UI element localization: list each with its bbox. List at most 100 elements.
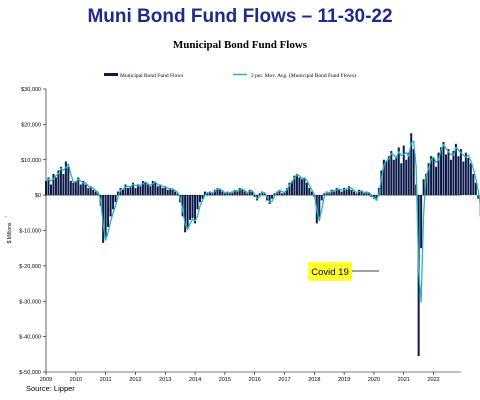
x-tick-label: 2012 — [129, 377, 141, 383]
bar — [263, 193, 266, 196]
bar — [422, 179, 425, 196]
bar — [293, 175, 296, 196]
covid-callout: Covid 19 — [308, 262, 379, 281]
bar — [206, 193, 209, 196]
bar — [57, 170, 60, 196]
bar — [72, 182, 75, 196]
bar — [298, 177, 301, 196]
bar — [92, 189, 95, 196]
bar — [397, 147, 400, 196]
bar — [144, 182, 147, 196]
bar — [390, 150, 393, 196]
bar — [159, 184, 162, 196]
bar — [459, 149, 462, 196]
bar — [233, 189, 236, 196]
bar — [387, 156, 390, 196]
bar — [442, 142, 445, 196]
bar — [79, 184, 82, 196]
moving-average-series — [45, 140, 480, 303]
bar — [164, 186, 167, 196]
x-axis: 2009 2010 2011 2012 2013 2014 2015 2016 2017 2018… — [40, 372, 440, 383]
bar — [420, 195, 423, 249]
bar — [181, 195, 184, 217]
bar — [199, 195, 202, 203]
bar — [161, 188, 164, 196]
bar — [174, 191, 177, 196]
legend-label-bars: Municipal Bond Fund Flows — [120, 73, 183, 79]
moving-average-line — [45, 140, 480, 303]
bar — [208, 191, 211, 196]
bar — [258, 193, 261, 196]
bar — [223, 193, 226, 196]
bar — [169, 188, 172, 196]
x-tick-label: 2019 — [338, 377, 350, 383]
bar — [288, 182, 291, 196]
bar — [435, 166, 438, 196]
bar — [328, 193, 331, 196]
y-axis: $30,000 $20,000 $10,000 $0 $-10,000 $-20,000 $… — [19, 87, 46, 376]
bar — [226, 191, 229, 196]
bar — [139, 186, 142, 196]
bar — [62, 173, 65, 196]
bar — [231, 191, 234, 196]
bar — [228, 193, 231, 196]
bar — [191, 195, 194, 219]
bar — [171, 189, 174, 196]
x-tick-label: 2020 — [368, 377, 380, 383]
bar — [186, 195, 189, 227]
x-tick-label: 2018 — [308, 377, 320, 383]
bar — [69, 180, 72, 196]
bar — [345, 189, 348, 196]
bar — [136, 184, 139, 196]
bar — [338, 189, 341, 196]
bar — [104, 195, 107, 238]
bar — [194, 195, 197, 224]
bar — [273, 193, 276, 196]
bar — [64, 161, 67, 196]
bar — [134, 188, 137, 196]
bar — [236, 191, 239, 196]
bar — [360, 191, 363, 196]
bar — [462, 161, 465, 196]
bar — [149, 186, 152, 196]
bar — [477, 195, 480, 199]
bar — [407, 152, 410, 196]
bar — [107, 195, 110, 227]
bar — [87, 188, 90, 196]
y-axis-dot: - — [5, 214, 7, 220]
bar — [447, 149, 450, 196]
y-tick-label: $20,000 — [21, 122, 41, 128]
bar — [323, 193, 326, 196]
bar — [348, 186, 351, 196]
bar — [126, 188, 129, 196]
bar — [156, 186, 159, 196]
callout-box — [308, 262, 352, 281]
bar — [271, 195, 274, 199]
bar — [395, 156, 398, 196]
bar — [353, 191, 356, 196]
x-tick-label: 2016 — [249, 377, 261, 383]
bar — [176, 193, 179, 196]
source-note: Source: Lipper — [26, 384, 75, 393]
bar — [358, 189, 361, 196]
bar — [340, 191, 343, 196]
bar — [303, 177, 306, 196]
bar — [400, 163, 403, 196]
bar — [290, 180, 293, 196]
y-tick-label: $-20,000 — [19, 264, 41, 270]
bar — [216, 188, 219, 196]
bar — [54, 177, 57, 196]
bar — [122, 189, 125, 196]
bar — [469, 163, 472, 196]
bar — [333, 191, 336, 196]
bar — [49, 184, 52, 196]
bar — [464, 152, 467, 196]
x-tick-label: 2014 — [189, 377, 201, 383]
bar — [109, 195, 112, 217]
bar — [129, 186, 132, 196]
bar — [59, 166, 62, 196]
bar — [146, 184, 149, 196]
bar — [427, 163, 430, 196]
bar — [253, 195, 256, 197]
y-tick-label: $-10,000 — [19, 229, 41, 235]
